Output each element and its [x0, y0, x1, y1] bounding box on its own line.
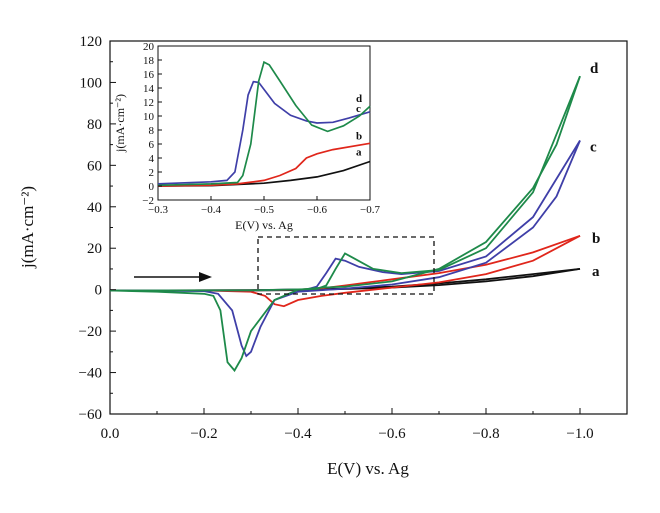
- inset-y-tick-label: 0: [149, 181, 155, 193]
- main-x-tick-label: −0.8: [472, 426, 499, 442]
- inset-x-axis-title: E(V) vs. Ag: [235, 218, 293, 232]
- inset-series-label-a: a: [356, 147, 362, 159]
- inset-y-tick-label: 16: [143, 69, 155, 81]
- inset-y-tick-label: 6: [149, 139, 155, 151]
- inset-chart: −0.3 −0.4 −0.5 −0.6 −0.7 −2 0 2 4 6 8 10 12 14 16 18 20…: [113, 41, 380, 232]
- inset-series-c-line: [157, 80, 371, 185]
- inset-y-tick-label: 18: [143, 55, 155, 67]
- inset-x-tick-label: −0.7: [360, 204, 380, 216]
- main-x-tick-label: −0.6: [378, 426, 406, 442]
- main-series-b-reverse-line: [110, 235, 581, 308]
- main-y-axis-ticks: −60 −40 −20 0 20 40 60 80 100 120: [79, 34, 116, 423]
- main-y-tick-label: 0: [95, 283, 103, 299]
- main-series-label-d: d: [590, 61, 599, 77]
- main-y-tick-label: −20: [79, 324, 102, 340]
- inset-y-tick-label: −2: [142, 195, 154, 207]
- inset-series-d-line: [157, 60, 371, 187]
- main-series-d-reverse-line: [109, 75, 581, 373]
- inset-y-axis-title: j(mA·cm⁻²): [113, 94, 127, 153]
- inset-y-tick-label: 20: [143, 41, 155, 53]
- inset-series-label-b: b: [356, 130, 362, 142]
- inset-x-axis-ticks: −0.3 −0.4 −0.5 −0.6 −0.7: [148, 196, 380, 216]
- inset-y-tick-label: 4: [149, 153, 155, 165]
- main-chart: 0.0 −0.2 −0.4 −0.6 −0.8 −1.0 −60−40−200204060…: [18, 34, 628, 478]
- inset-x-tick-label: −0.6: [307, 204, 327, 216]
- main-y-tick-label: 40: [87, 200, 102, 216]
- main-y-tick-label: 60: [87, 158, 102, 174]
- main-series-label-a: a: [592, 264, 600, 280]
- main-x-tick-label: 0.0: [101, 426, 120, 442]
- inset-series-label-c: c: [356, 103, 361, 115]
- inset-series-b-line: [157, 142, 371, 187]
- scan-direction-arrow: [134, 272, 212, 282]
- main-y-axis-title: j(mA·cm⁻²): [18, 186, 37, 269]
- inset-y-tick-label: 12: [143, 97, 154, 109]
- main-curve-labels: a b c d: [590, 61, 600, 280]
- main-y-tick-label: 20: [87, 241, 102, 257]
- inset-x-tick-label: −0.5: [254, 204, 274, 216]
- main-x-tick-label: −0.2: [190, 426, 217, 442]
- main-y-tick-label: −40: [79, 366, 102, 382]
- inset-x-tick-label: −0.4: [201, 204, 221, 216]
- inset-y-tick-label: 2: [149, 167, 155, 179]
- inset-y-tick-label: 10: [143, 111, 155, 123]
- inset-plot-frame: [157, 45, 371, 201]
- inset-y-tick-label: 14: [143, 83, 155, 95]
- main-x-axis-title: E(V) vs. Ag: [327, 459, 409, 478]
- main-y-tick-label: 80: [87, 117, 102, 133]
- main-curves: [109, 75, 581, 373]
- main-x-tick-label: −1.0: [566, 426, 593, 442]
- main-y-tick-label: −60: [79, 407, 102, 423]
- inset-curve-labels: ab cd: [356, 93, 362, 158]
- main-x-axis-ticks: 0.0 −0.2 −0.4 −0.6 −0.8 −1.0: [101, 408, 594, 442]
- inset-x-tick-label: −0.3: [148, 204, 168, 216]
- main-y-tick-label: 100: [80, 75, 103, 91]
- inset-y-tick-label: 8: [149, 125, 155, 137]
- main-series-label-b: b: [592, 231, 600, 247]
- main-series-label-c: c: [590, 139, 597, 155]
- main-series-d-forward-line: [109, 75, 581, 292]
- main-y-tick-label: 120: [80, 34, 103, 50]
- inset-y-axis-ticks: −2 0 2 4 6 8 10 12 14 16 18 20: [142, 41, 162, 207]
- inset-series-label-d: d: [356, 93, 362, 105]
- main-x-tick-label: −0.4: [284, 426, 312, 442]
- inset-curves: [157, 60, 371, 187]
